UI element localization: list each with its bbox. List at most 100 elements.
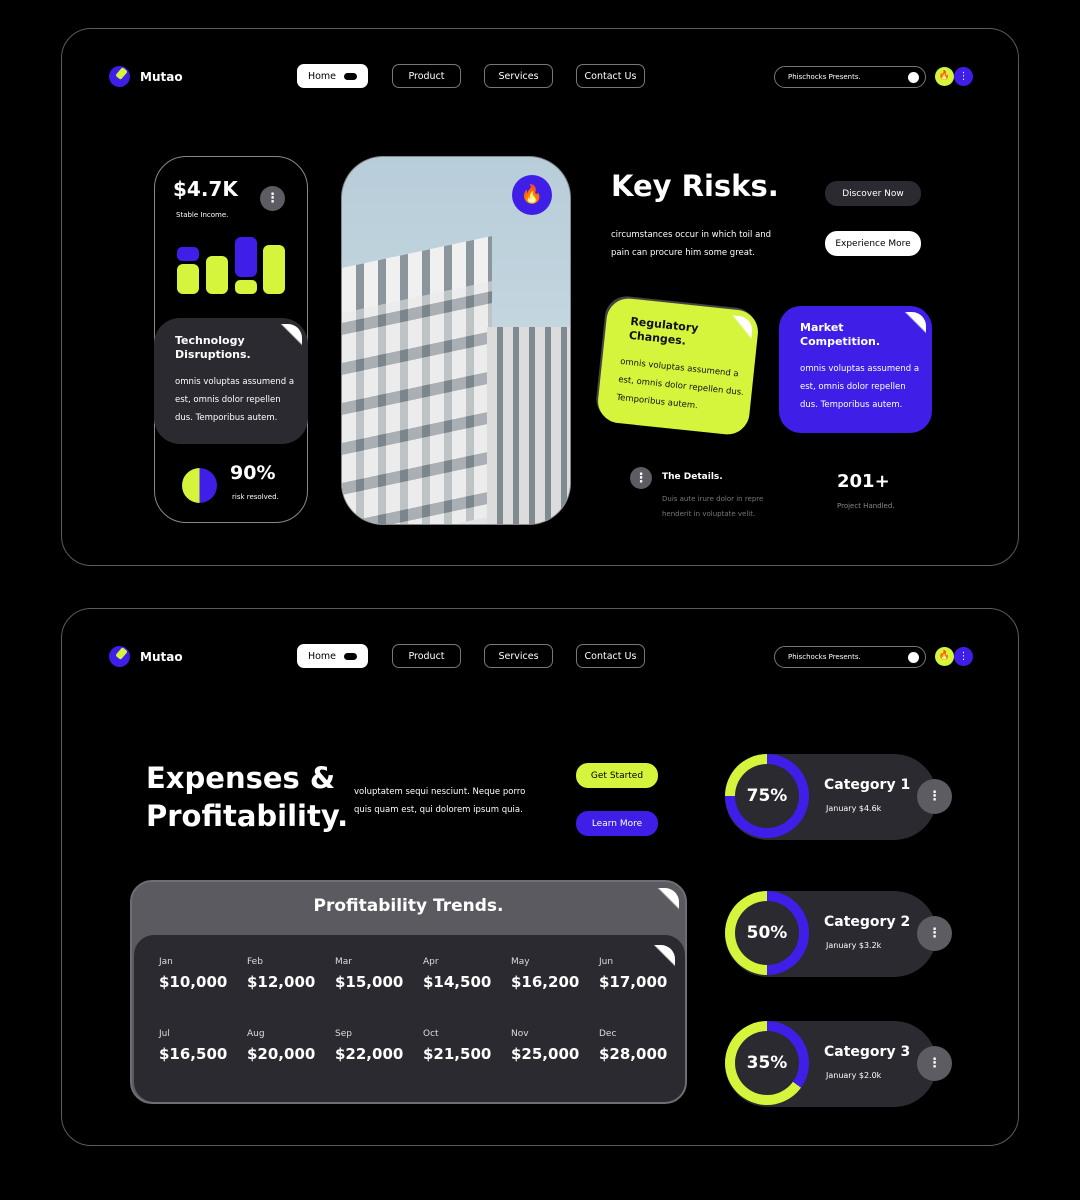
category-card: 35% Category 3 January $2.0k: [725, 1021, 937, 1107]
category-name: Category 2: [824, 914, 911, 930]
brand-logo[interactable]: Mutao: [109, 646, 183, 667]
flame-icon[interactable]: 🔥: [935, 67, 954, 86]
month-value: $16,500: [159, 1045, 228, 1063]
month-cell: Aug $20,000: [247, 1029, 335, 1063]
get-started-button[interactable]: Get Started: [576, 763, 658, 788]
discover-now-button[interactable]: Discover Now: [825, 181, 921, 206]
search-placeholder: Phischocks Presents.: [788, 73, 861, 81]
month-value: $17,000: [599, 973, 668, 991]
button-label: Experience More: [835, 238, 911, 249]
category-sub: January $2.0k: [826, 1071, 882, 1080]
logo-icon: [109, 646, 130, 667]
month-cell: Mar $15,000: [335, 957, 423, 991]
month-cell: Apr $14,500: [423, 957, 511, 991]
button-label: Learn More: [591, 818, 643, 829]
month-value: $16,200: [511, 973, 580, 991]
bar-mark: [263, 245, 285, 294]
month-label: Mar: [335, 957, 352, 967]
bar-mark: [235, 280, 257, 294]
card-title: Regulatory Changes.: [628, 314, 700, 348]
nav-home[interactable]: Home: [297, 64, 368, 88]
month-label: Feb: [247, 957, 263, 967]
month-cell: May $16,200: [511, 957, 599, 991]
month-cell: Jan $10,000: [159, 957, 247, 991]
tech-title: Technology Disruptions.: [175, 334, 251, 361]
category-percent: 75%: [735, 764, 799, 828]
logo-icon: [109, 66, 130, 87]
fold-corner-icon: [653, 945, 675, 967]
income-label: Stable Income.: [176, 211, 229, 219]
hero-description: circumstances occur in which toil and pa…: [611, 230, 772, 258]
month-label: Aug: [247, 1029, 265, 1039]
nav-home[interactable]: Home: [297, 644, 368, 668]
nav-contact[interactable]: Contact Us: [576, 64, 645, 88]
flame-icon[interactable]: 🔥: [512, 175, 552, 215]
month-label: Nov: [511, 1029, 529, 1039]
month-value: $20,000: [247, 1045, 316, 1063]
nav-label: Home: [307, 70, 337, 82]
month-label: Jan: [159, 957, 173, 967]
search-input[interactable]: Phischocks Presents.: [774, 646, 926, 668]
regulatory-changes-card: Regulatory Changes. omnis voluptas assum…: [595, 296, 761, 437]
profitability-trends-card: Profitability Trends. Jan $10,000 Feb $12,0…: [130, 880, 687, 1104]
nav-product[interactable]: Product: [392, 644, 461, 668]
month-value: $28,000: [599, 1045, 668, 1063]
nav-services[interactable]: Services: [484, 64, 553, 88]
building-image: 🔥: [341, 156, 571, 525]
trends-grid: Jan $10,000 Feb $12,000 Mar $15,000 Apr $14,500…: [134, 935, 685, 1102]
brand-name: Mutao: [140, 649, 183, 664]
more-icon[interactable]: ⋮: [954, 647, 973, 666]
button-label: Get Started: [590, 770, 644, 781]
fold-corner-icon: [904, 312, 926, 334]
fold-corner-icon: [729, 315, 754, 340]
month-label: May: [511, 957, 530, 967]
month-value: $12,000: [247, 973, 316, 991]
card-text: omnis voluptas assumend a est, omnis dol…: [615, 356, 745, 412]
income-value: $4.7K: [173, 177, 238, 201]
month-label: Jul: [159, 1029, 170, 1039]
nav-contact[interactable]: Contact Us: [576, 644, 645, 668]
month-label: Apr: [423, 957, 439, 967]
details-more-icon[interactable]: ⋮: [630, 467, 652, 489]
nav-label: Product: [408, 650, 445, 662]
month-cell: Nov $25,000: [511, 1029, 599, 1063]
more-icon[interactable]: ⋮: [917, 916, 952, 951]
risk-label: risk resolved.: [232, 493, 279, 501]
more-icon[interactable]: ⋮: [954, 67, 973, 86]
month-cell: Dec $28,000: [599, 1029, 687, 1063]
search-placeholder: Phischocks Presents.: [788, 653, 861, 661]
month-value: $22,000: [335, 1045, 404, 1063]
nav-services[interactable]: Services: [484, 644, 553, 668]
more-icon[interactable]: ⋮: [917, 1046, 952, 1081]
nav-label: Product: [408, 70, 445, 82]
nav-label: Contact Us: [584, 650, 637, 662]
search-icon[interactable]: [908, 652, 919, 663]
flame-icon[interactable]: 🔥: [935, 647, 954, 666]
category-percent: 50%: [735, 901, 799, 965]
tech-text: omnis voluptas assumend a est, omnis dol…: [175, 377, 295, 423]
month-label: Jun: [599, 957, 614, 967]
expenses-panel: Mutao Home Product Services Contact Us P…: [61, 608, 1019, 1146]
more-icon[interactable]: ⋮: [917, 779, 952, 814]
nav-label: Services: [498, 70, 539, 82]
brand-logo[interactable]: Mutao: [109, 66, 183, 87]
nav-product[interactable]: Product: [392, 64, 461, 88]
bar-mark: [235, 237, 257, 277]
experience-more-button[interactable]: Experience More: [825, 231, 921, 256]
risk-value: 90%: [230, 462, 276, 484]
tech-disruption-card: Technology Disruptions. omnis voluptas a…: [154, 318, 308, 444]
bar-mark: [206, 256, 228, 294]
stats-card: $4.7K Stable Income. ⋮ Technology Disrup…: [154, 156, 308, 523]
learn-more-button[interactable]: Learn More: [576, 811, 658, 836]
month-value: $25,000: [511, 1045, 580, 1063]
month-cell: Oct $21,500: [423, 1029, 511, 1063]
category-donut-chart: 35%: [725, 1021, 809, 1105]
more-icon[interactable]: ⋮: [260, 186, 285, 211]
page-title: Expenses & Profitability.: [146, 761, 349, 833]
page-title: Key Risks.: [611, 169, 779, 203]
search-icon[interactable]: [908, 72, 919, 83]
trends-title: Profitability Trends.: [313, 896, 504, 916]
card-text: omnis voluptas assumend a est, omnis dol…: [800, 364, 920, 410]
details-text: Duis aute irure dolor in repre henderit …: [662, 495, 764, 518]
search-input[interactable]: Phischocks Presents.: [774, 66, 926, 88]
